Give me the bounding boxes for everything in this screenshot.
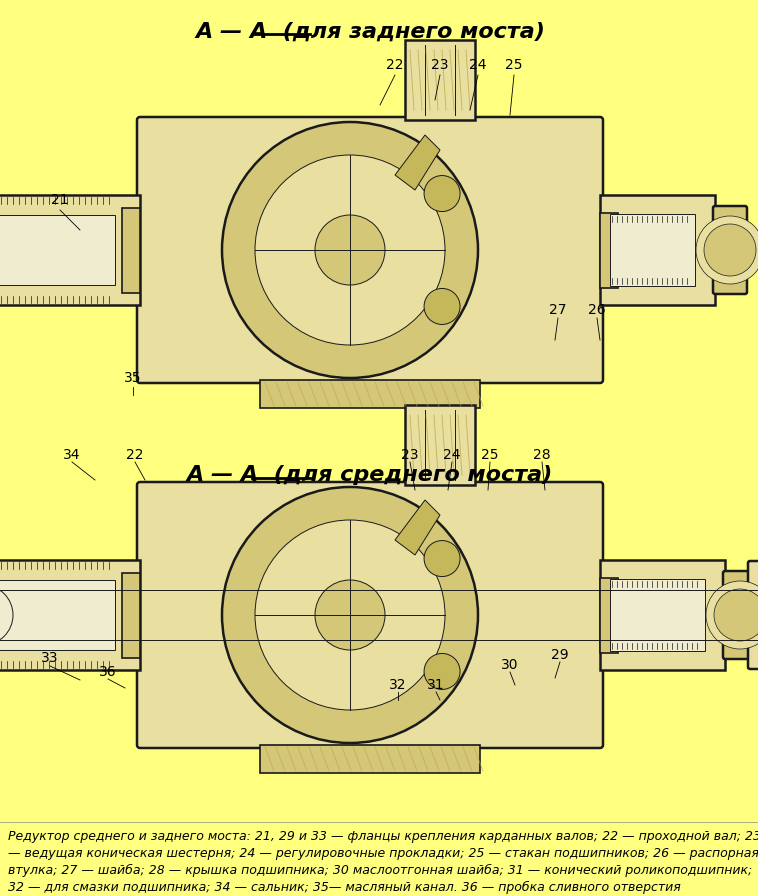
- Text: 22: 22: [387, 58, 404, 72]
- FancyBboxPatch shape: [600, 578, 618, 653]
- Text: 24: 24: [443, 448, 461, 462]
- Circle shape: [704, 224, 756, 276]
- FancyBboxPatch shape: [723, 571, 757, 659]
- FancyBboxPatch shape: [405, 40, 475, 120]
- Text: 30: 30: [501, 658, 518, 672]
- FancyBboxPatch shape: [405, 405, 475, 485]
- Polygon shape: [395, 500, 440, 555]
- Circle shape: [714, 589, 758, 641]
- Circle shape: [315, 215, 385, 285]
- Circle shape: [315, 580, 385, 650]
- FancyBboxPatch shape: [610, 214, 695, 286]
- Circle shape: [424, 289, 460, 324]
- Text: 34: 34: [63, 448, 81, 462]
- Text: 25: 25: [506, 58, 523, 72]
- FancyBboxPatch shape: [610, 579, 705, 651]
- FancyBboxPatch shape: [0, 195, 140, 305]
- FancyBboxPatch shape: [122, 573, 140, 658]
- FancyBboxPatch shape: [713, 206, 747, 294]
- FancyBboxPatch shape: [748, 561, 758, 669]
- Text: 32: 32: [390, 678, 407, 692]
- FancyBboxPatch shape: [137, 117, 603, 383]
- Text: 32 — для смазки подшипника; 34 — сальник; 35— масляный канал. 36 — пробка сливно: 32 — для смазки подшипника; 34 — сальник…: [8, 881, 681, 894]
- Polygon shape: [395, 135, 440, 190]
- Text: 23: 23: [431, 58, 449, 72]
- Text: 33: 33: [41, 651, 59, 665]
- Text: 25: 25: [481, 448, 499, 462]
- Circle shape: [424, 176, 460, 211]
- Text: 35: 35: [124, 371, 142, 385]
- Circle shape: [222, 122, 478, 378]
- FancyBboxPatch shape: [137, 482, 603, 748]
- Text: 29: 29: [551, 648, 568, 662]
- FancyBboxPatch shape: [260, 745, 480, 773]
- Text: — ведущая коническая шестерня; 24 — регулировочные прокладки; 25 — стакан подшип: — ведущая коническая шестерня; 24 — регу…: [8, 847, 758, 860]
- Text: 23: 23: [401, 448, 418, 462]
- Text: 24: 24: [469, 58, 487, 72]
- Circle shape: [222, 487, 478, 743]
- FancyBboxPatch shape: [0, 580, 115, 650]
- Circle shape: [424, 653, 460, 689]
- Text: 27: 27: [550, 303, 567, 317]
- Text: 28: 28: [533, 448, 551, 462]
- Text: Редуктор среднего и заднего моста: 21, 29 и 33 — фланцы крепления карданных вало: Редуктор среднего и заднего моста: 21, 2…: [8, 830, 758, 843]
- Circle shape: [424, 540, 460, 576]
- FancyBboxPatch shape: [0, 560, 140, 670]
- Text: 22: 22: [127, 448, 144, 462]
- Text: 36: 36: [99, 665, 117, 679]
- FancyBboxPatch shape: [600, 213, 618, 288]
- FancyBboxPatch shape: [260, 380, 480, 408]
- FancyBboxPatch shape: [600, 560, 725, 670]
- Text: А — А  (для среднего моста): А — А (для среднего моста): [187, 465, 553, 485]
- Circle shape: [255, 520, 445, 710]
- Circle shape: [696, 216, 758, 284]
- Text: 21: 21: [52, 193, 69, 207]
- Text: А — А  (для заднего моста): А — А (для заднего моста): [195, 22, 545, 42]
- Circle shape: [255, 155, 445, 345]
- Text: 26: 26: [588, 303, 606, 317]
- FancyBboxPatch shape: [600, 195, 715, 305]
- Text: 31: 31: [428, 678, 445, 692]
- FancyBboxPatch shape: [122, 208, 140, 293]
- Circle shape: [706, 581, 758, 649]
- Text: втулка; 27 — шайба; 28 — крышка подшипника; 30 маслоотгонная шайба; 31 — коничес: втулка; 27 — шайба; 28 — крышка подшипни…: [8, 864, 752, 877]
- FancyBboxPatch shape: [0, 215, 115, 285]
